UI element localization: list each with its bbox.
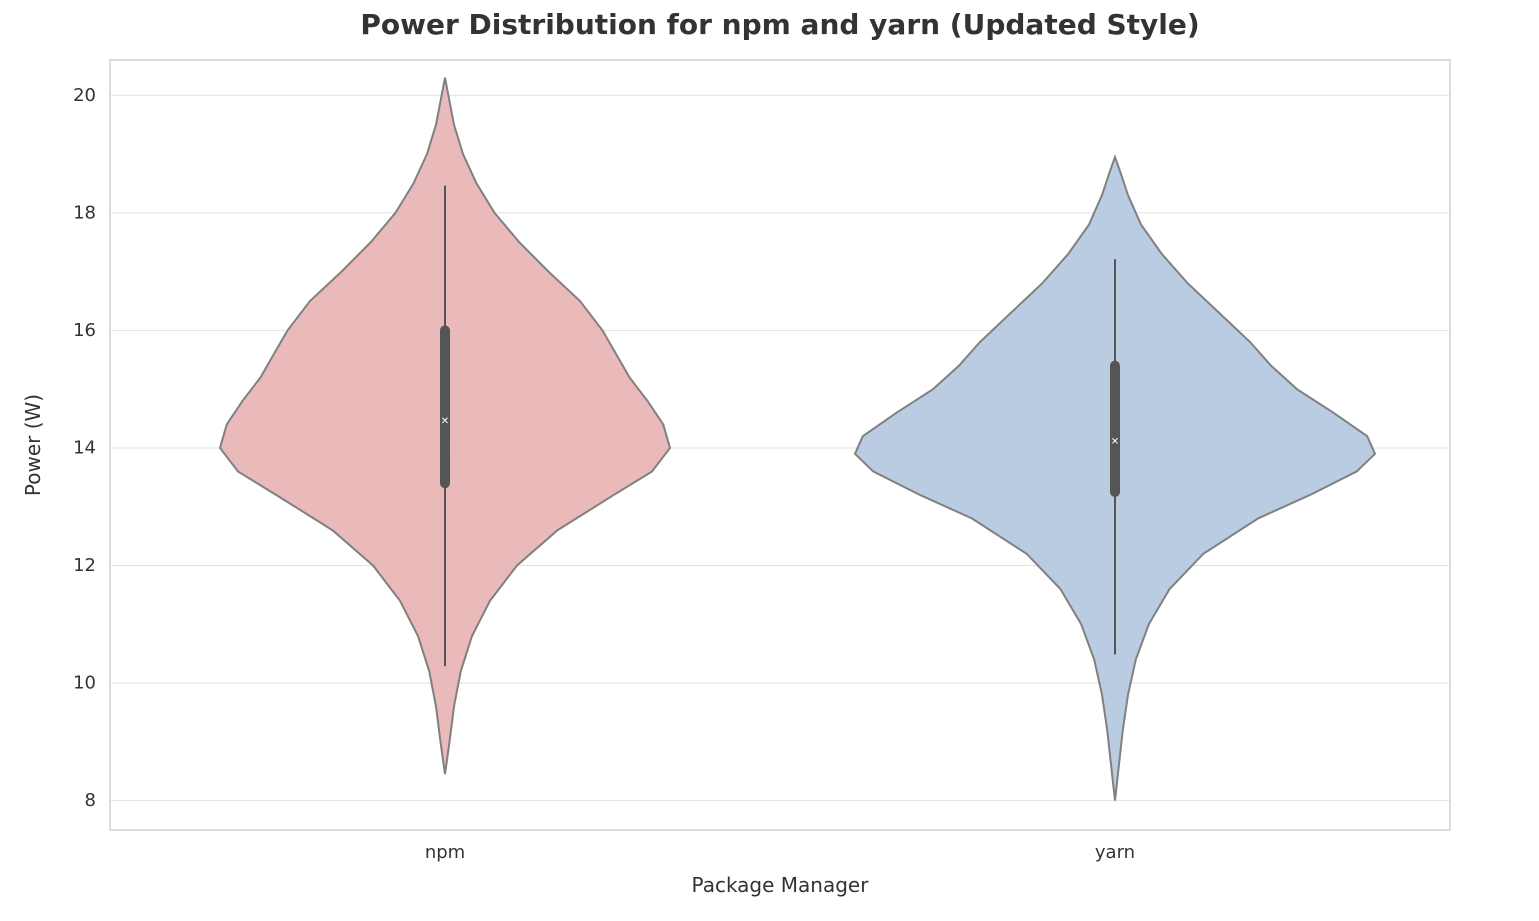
median-marker-yarn: ✕ [1111,437,1119,448]
chart-svg: 8 10 12 14 16 18 20 ✕ ✕ npm yarn Package Manager Pow… [0,0,1539,921]
y-tick-label: 10 [73,673,96,694]
x-tick-label-npm: npm [425,842,465,863]
x-axis-label: Package Manager [692,873,870,897]
x-tick-label-yarn: yarn [1095,842,1135,863]
y-tick-label: 8 [85,790,96,811]
median-marker-npm: ✕ [441,416,449,427]
y-tick-label: 14 [73,437,96,458]
y-tick-label: 20 [73,85,96,106]
y-axis-label: Power (W) [21,394,45,496]
y-tick-label: 18 [73,202,96,223]
y-tick-label: 16 [73,320,96,341]
chart-title: Power Distribution for npm and yarn (Upd… [360,8,1199,41]
violin-chart-container: 8 10 12 14 16 18 20 ✕ ✕ npm yarn Package Manager Pow… [0,0,1539,921]
y-tick-label: 12 [73,555,96,576]
